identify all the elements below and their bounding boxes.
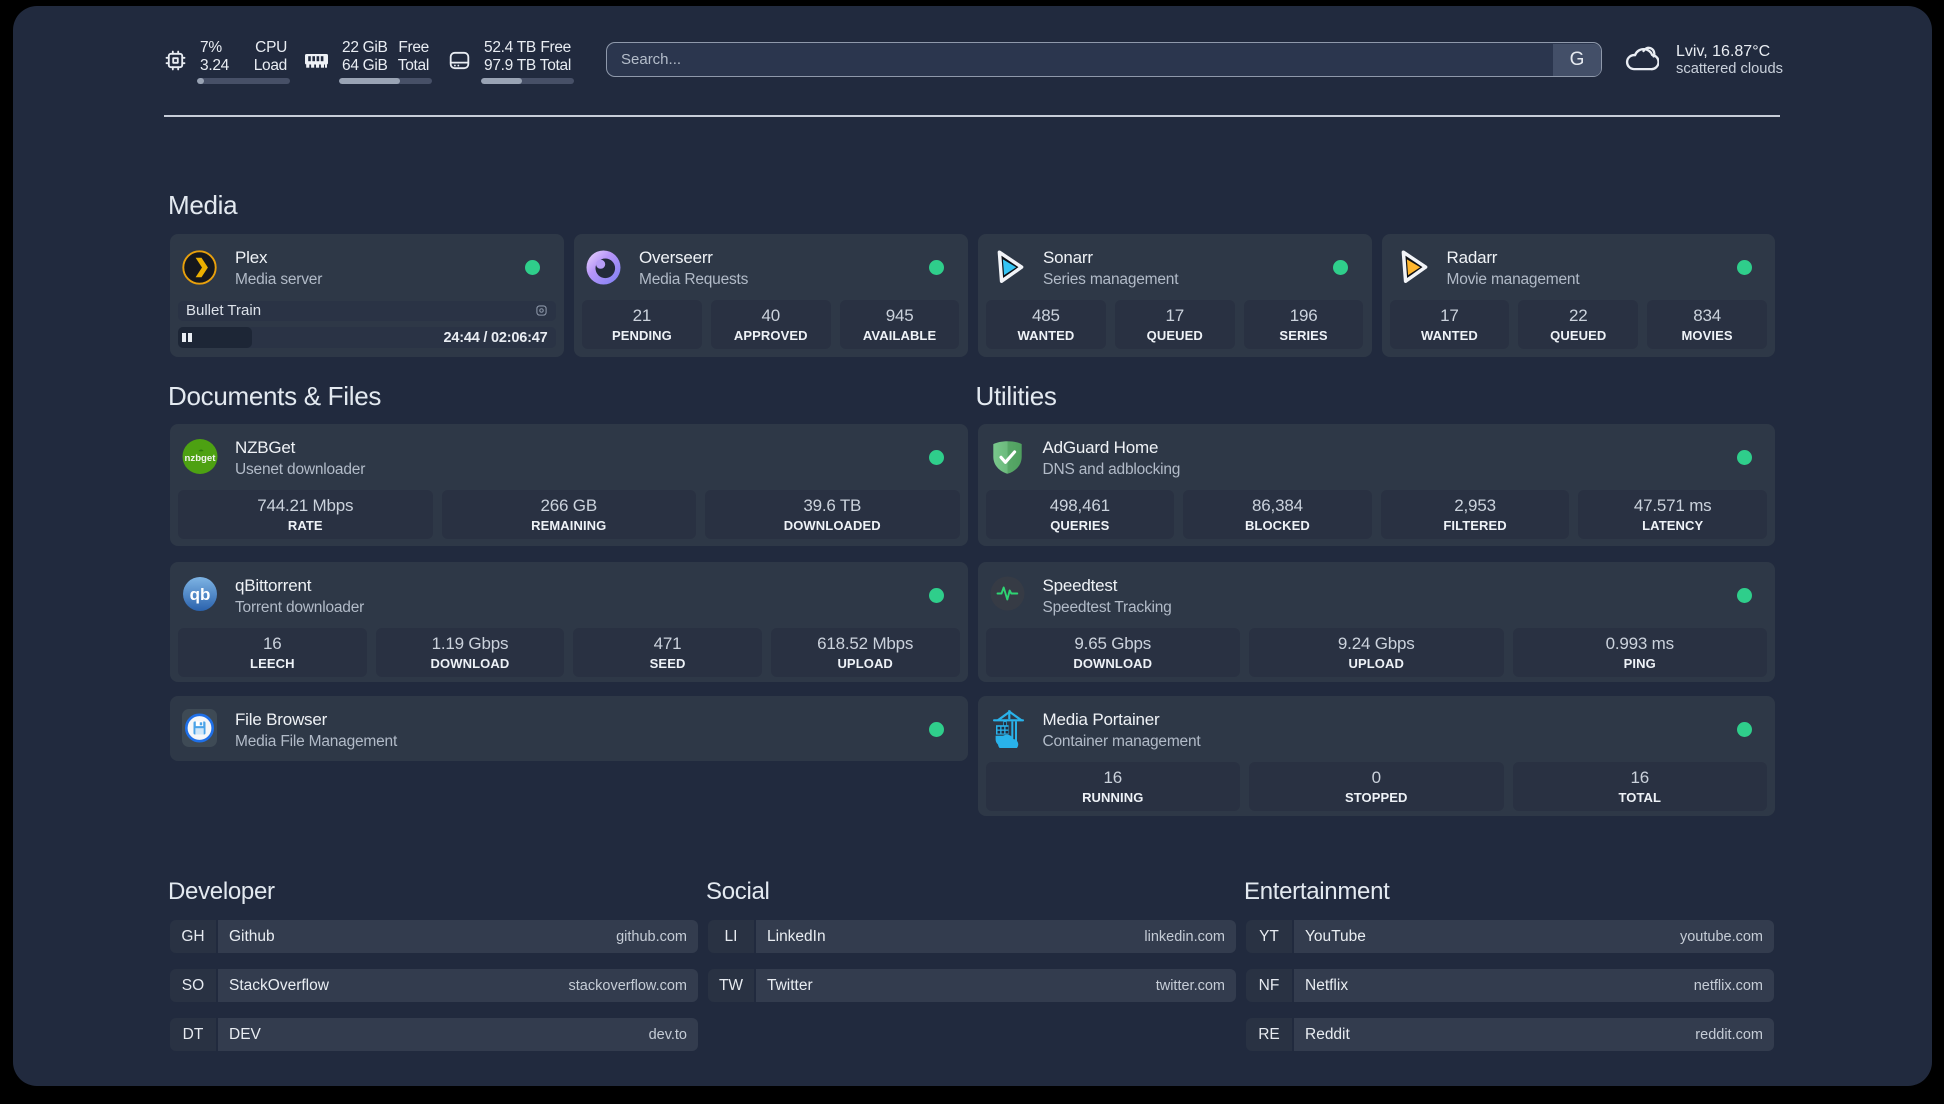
svg-text:qb: qb bbox=[190, 585, 211, 604]
svg-text:nzbget: nzbget bbox=[185, 453, 217, 464]
